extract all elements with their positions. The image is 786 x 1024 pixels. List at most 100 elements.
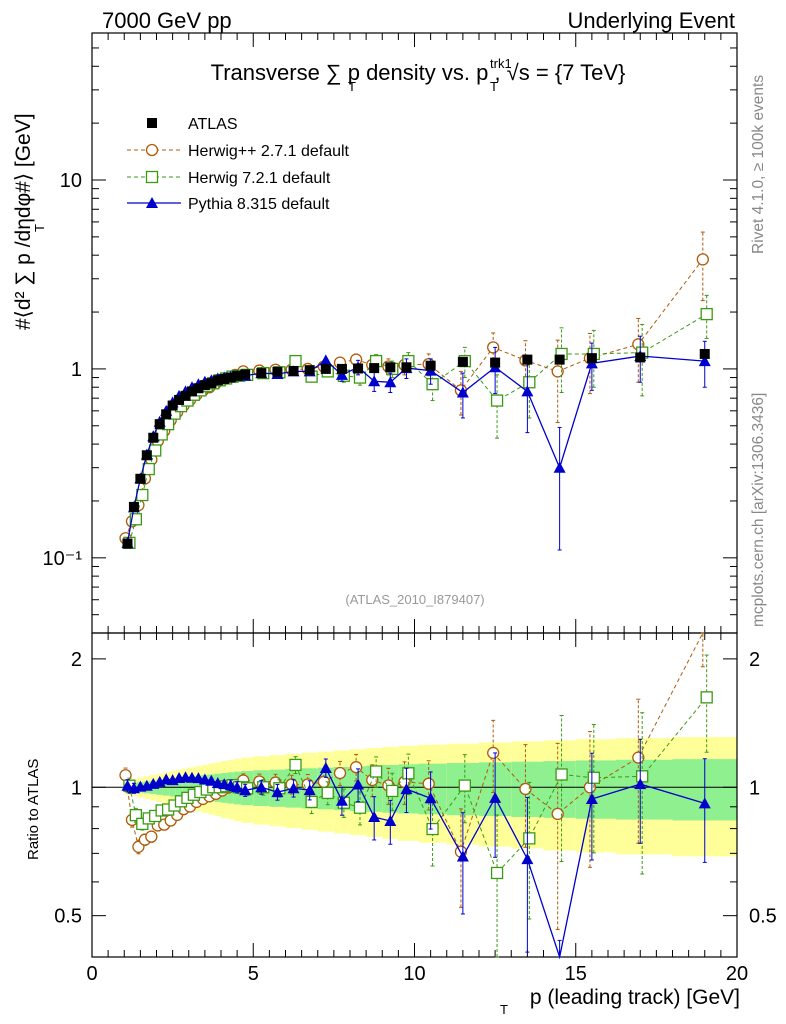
ratio-point-herwig7	[700, 691, 713, 704]
main-point-atlas	[320, 363, 331, 374]
main-point-herwig7	[142, 462, 155, 476]
main-point-atlas	[272, 366, 283, 377]
ratio-point-pythia	[205, 774, 218, 786]
ratio-point-herwigpp	[333, 766, 347, 780]
ratio-point-herwig7	[402, 767, 415, 780]
main-ylabel-sub: T	[32, 224, 47, 232]
ratio-y-tick-label: 2	[71, 649, 82, 671]
main-point-atlas	[401, 362, 412, 373]
main-point-herwig7	[490, 394, 504, 407]
plot-title-sub-1: T	[348, 79, 356, 94]
ratio-point-herwigpp	[519, 782, 532, 796]
main-point-atlas	[128, 501, 139, 512]
legend-label-atlas: ATLAS	[188, 116, 238, 133]
ratio-point-herwig7	[523, 832, 536, 845]
ratio-point-pythia	[456, 850, 469, 862]
legend-label-herwig7: Herwig 7.2.1 default	[188, 170, 331, 187]
main-line-herwig7	[128, 313, 707, 543]
main-panel-series	[119, 231, 713, 551]
ratio-point-herwig7	[289, 758, 302, 772]
ratio-point-pythia	[271, 786, 284, 798]
main-point-atlas	[240, 369, 251, 380]
ratio-point-pythia	[634, 778, 647, 790]
main-point-atlas	[457, 356, 468, 367]
main-point-atlas	[635, 352, 646, 363]
main-point-atlas	[490, 357, 501, 368]
legend-label-herwigpp: Herwig++ 2.7.1 default	[188, 143, 350, 160]
ratio-point-herwig7	[353, 801, 367, 814]
main-point-herwigpp	[349, 353, 363, 366]
main-point-herwigpp	[551, 365, 564, 378]
ratio-point-herwig7	[386, 784, 399, 798]
plot-title-text: Transverse ∑ p density vs. p , √s = {7 T…	[211, 60, 626, 85]
ratio-point-pythia	[224, 779, 237, 791]
main-point-atlas	[336, 363, 347, 374]
main-point-atlas	[288, 365, 299, 376]
ratio-point-pythia	[239, 784, 252, 796]
ratio-point-herwigpp	[349, 761, 363, 774]
x-tick-label: 5	[248, 963, 259, 985]
legend: ATLAS Herwig++ 2.7.1 default Herwig 7.2.…	[127, 116, 350, 213]
ratio-point-herwig7	[321, 786, 334, 800]
main-point-atlas	[385, 362, 396, 373]
main-y-tick-label: 10⁻¹	[43, 548, 83, 570]
ratio-stat-band	[616, 759, 673, 820]
ratio-point-herwig7	[458, 779, 471, 792]
ratio-point-herwig7	[490, 866, 504, 880]
plot-title-sub-2: T	[490, 79, 498, 94]
main-point-atlas	[353, 363, 364, 374]
main-point-atlas	[161, 409, 172, 420]
plot-title-sup: trk1	[490, 56, 512, 71]
main-point-atlas	[232, 370, 243, 381]
legend-marker-herwigpp	[145, 143, 159, 157]
x-tick-label: 20	[726, 963, 748, 985]
legend-marker-atlas	[147, 118, 157, 128]
main-y-tick-label: 10	[60, 170, 82, 192]
main-point-atlas	[206, 378, 217, 389]
main-point-pythia	[368, 375, 381, 387]
main-point-atlas	[199, 380, 210, 391]
ratio-panel-series	[119, 632, 713, 960]
header-left: 7000 GeV pp	[102, 8, 232, 33]
header-right: Underlying Event	[567, 8, 735, 33]
side-label-rivet: Rivet 4.1.0, ≥ 100k events	[750, 75, 767, 254]
ratio-point-pythia	[287, 782, 300, 794]
main-point-atlas	[522, 354, 533, 365]
main-point-atlas	[193, 383, 204, 394]
main-point-pythia	[698, 355, 711, 367]
ratio-point-pythia	[384, 815, 397, 827]
ratio-point-pythia	[489, 791, 502, 803]
side-label-mcplots: mcplots.cern.ch [arXiv:1306.3436]	[750, 393, 767, 627]
main-point-atlas	[586, 353, 597, 364]
ratio-point-pythia	[368, 811, 381, 823]
main-point-herwig7	[289, 354, 302, 368]
ratio-point-herwig7	[369, 765, 383, 778]
x-tick-label: 15	[565, 963, 587, 985]
x-tick-label: 10	[403, 963, 425, 985]
main-point-atlas	[174, 394, 185, 405]
main-point-herwig7	[353, 371, 367, 384]
ratio-point-pythia	[303, 784, 316, 796]
ratio-ylabel: Ratio to ATLAS	[25, 759, 42, 860]
ratio-point-pythia	[400, 783, 413, 795]
ratio-point-pythia	[319, 761, 332, 773]
main-point-pythia	[384, 376, 397, 388]
ratio-point-pythia	[698, 797, 711, 809]
ratio-point-herwigpp	[145, 830, 158, 843]
legend-label-pythia: Pythia 8.315 default	[188, 196, 330, 213]
ratio-point-herwigpp	[551, 807, 564, 821]
x-axis-label: p (leading track) [GeV] T	[500, 986, 740, 1017]
ratio-point-pythia	[424, 792, 437, 804]
x-axis-label-sub: T	[500, 1002, 508, 1017]
main-point-atlas	[425, 360, 436, 371]
ratio-point-pythia	[255, 781, 268, 793]
ratio-y-tick-label-right: 2	[749, 649, 760, 671]
main-point-pythia	[456, 386, 469, 398]
main-point-pythia	[553, 461, 566, 473]
ratio-y-tick-label-right: 0.5	[749, 906, 777, 928]
main-y-tick-label: 1	[71, 359, 82, 381]
main-panel-frame: 10⁻¹ 1 10	[43, 32, 738, 634]
ratio-y-tick-label-right: 1	[749, 777, 760, 799]
analysis-reference: (ATLAS_2010_I879407)	[345, 592, 484, 607]
